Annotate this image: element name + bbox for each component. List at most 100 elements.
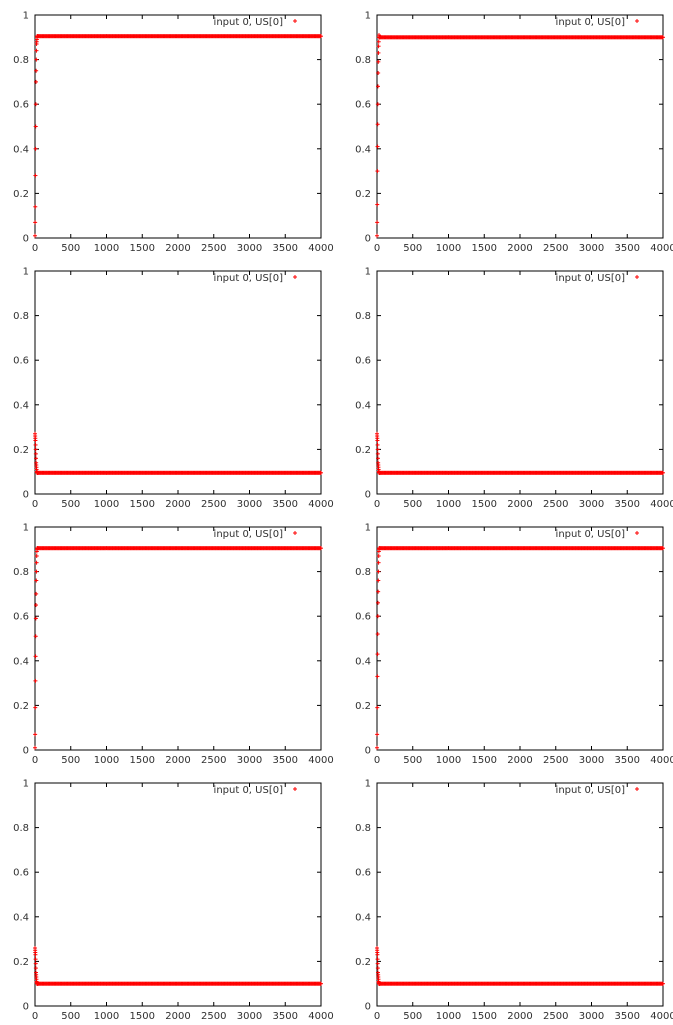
series-points [33,946,323,986]
x-tick-label: 2000 [507,755,532,766]
legend: input 0, US[0] [556,273,639,284]
data-point [319,981,323,986]
x-tick-label: 0 [32,243,38,254]
data-point [376,50,381,55]
data-point [33,952,38,957]
steady-state-markers [377,35,665,40]
data-point [319,546,323,551]
y-tick-label: 1 [365,11,371,22]
series-points [375,546,665,750]
x-tick-label: 1500 [130,499,155,510]
x-tick-label: 1500 [130,243,155,254]
y-tick-label: 0.8 [13,823,29,834]
x-tick-label: 1500 [472,499,497,510]
x-tick-label: 2000 [165,755,190,766]
data-point [319,34,323,39]
data-point [33,233,37,238]
x-tick-label: 3000 [579,1011,604,1022]
chart-panel-1: 0 0.2 0.4 0.6 0.8 1 0 500 1000 1500 2000 2500 3000 35… [13,11,334,255]
x-tick-label: 1000 [94,499,119,510]
x-tick-label: 4000 [308,499,333,510]
legend-marker [635,787,639,791]
data-point [34,591,39,596]
legend-label: input 0, US[0] [214,529,284,540]
data-point [375,745,379,750]
chart-panel-2: 0 0.2 0.4 0.6 0.8 1 0 500 1000 1500 2000 2500 3000 35… [355,11,673,255]
data-point [376,70,381,75]
y-tick-label: 0.6 [355,868,371,879]
y-tick-label: 1 [365,523,371,534]
x-tick-label: 1500 [472,1011,497,1022]
data-point [376,589,381,594]
data-point [375,144,380,149]
x-tick-label: 4000 [650,499,673,510]
x-tick-label: 2500 [201,243,226,254]
data-point [376,600,381,605]
chart-panel-6: 0 0.2 0.4 0.6 0.8 1 0 500 1000 1500 2000 2500 3000 35… [355,523,673,767]
y-tick-label: 1 [23,11,29,22]
x-tick-label: 4000 [650,243,673,254]
x-tick-label: 2500 [201,755,226,766]
data-point [34,57,39,62]
chart-panel-7: 0 0.2 0.4 0.6 0.8 1 0 500 1000 1500 2000 2500 3000 35… [13,779,334,1023]
steady-state-markers [35,470,323,475]
y-tick-label: 0.4 [355,656,371,667]
data-point [375,447,380,452]
x-tick-label: 2500 [543,1011,568,1022]
x-tick-label: 3500 [273,243,298,254]
data-point [376,59,381,64]
legend-label: input 0, US[0] [556,273,626,284]
y-tick-label: 0 [23,490,29,501]
steady-state-markers [377,470,665,475]
data-point [375,961,380,966]
data-point [376,44,381,49]
x-tick-label: 4000 [650,1011,673,1022]
y-tick-label: 0.4 [355,400,371,411]
data-point [375,169,380,174]
x-tick-label: 500 [403,243,422,254]
data-point [34,553,39,558]
x-tick-label: 1000 [436,243,461,254]
data-point [33,966,38,971]
plot-frame [376,270,664,495]
data-point [375,438,380,443]
data-point [33,957,38,962]
x-tick-label: 2000 [507,499,532,510]
x-tick-label: 3500 [273,755,298,766]
data-point [34,569,39,574]
y-tick-label: 0.8 [355,823,371,834]
data-point [375,674,380,679]
y-tick-label: 0.6 [13,356,29,367]
data-point [375,732,380,737]
y-tick-label: 1 [365,267,371,278]
data-point [375,614,380,619]
y-tick-label: 0 [365,234,371,245]
data-point [34,578,39,583]
legend-marker [635,275,639,279]
y-tick-label: 0.4 [13,400,29,411]
data-point [375,220,380,225]
legend: input 0, US[0] [556,17,639,28]
data-point [376,560,381,565]
plot-frame [376,14,664,239]
y-tick-label: 0.8 [355,55,371,66]
data-point [33,102,38,107]
x-tick-label: 4000 [308,1011,333,1022]
y-tick-label: 0 [365,490,371,501]
y-tick-label: 0.2 [13,957,29,968]
y-tick-label: 0.8 [13,55,29,66]
y-tick-label: 0.2 [13,701,29,712]
data-point [33,447,38,452]
steady-state-markers [377,981,665,986]
x-tick-label: 500 [61,499,80,510]
data-point [33,745,37,750]
legend-marker [293,19,297,23]
series-points [375,33,665,238]
plot-frame [34,782,322,1007]
x-tick-label: 3500 [615,499,640,510]
y-tick-label: 0.6 [13,868,29,879]
data-point [376,569,381,574]
legend-marker [293,787,297,791]
legend: input 0, US[0] [214,273,297,284]
legend-label: input 0, US[0] [556,17,626,28]
